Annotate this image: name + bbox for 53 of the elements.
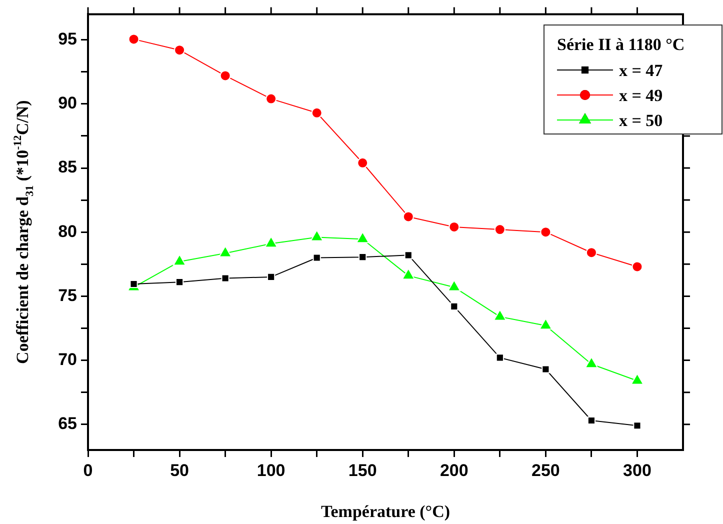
- point: [402, 268, 415, 280]
- point: [174, 44, 186, 56]
- point: [539, 318, 552, 330]
- point: [311, 107, 322, 118]
- x-tick-label: 100: [256, 460, 286, 480]
- point: [312, 254, 321, 262]
- y-tick-label: 75: [58, 286, 77, 305]
- point: [218, 246, 232, 258]
- point: [586, 247, 597, 258]
- x-tick-label: 200: [440, 460, 468, 480]
- point: [540, 226, 552, 238]
- point: [404, 251, 412, 260]
- legend-label: x = 50: [619, 111, 663, 130]
- point: [402, 211, 414, 222]
- x-tick-label: 150: [348, 460, 377, 480]
- point: [448, 221, 460, 232]
- point: [356, 232, 370, 244]
- x-tick-label: 300: [623, 460, 652, 480]
- point: [493, 309, 506, 321]
- point: [630, 373, 644, 385]
- point: [172, 254, 186, 266]
- point: [542, 365, 550, 374]
- legend-label: x = 49: [619, 86, 663, 105]
- point: [310, 230, 324, 242]
- y-tick-label: 95: [58, 30, 77, 49]
- legend-label: x = 47: [619, 61, 664, 80]
- x-tick-label: 50: [170, 460, 189, 480]
- y-axis-title: Coefficient de charge d31 (*10-12C/N): [12, 100, 36, 364]
- y-tick-label: 70: [58, 350, 77, 369]
- point: [220, 70, 231, 82]
- point: [450, 302, 458, 310]
- point: [584, 356, 598, 368]
- y-tick-label: 90: [58, 94, 77, 113]
- x-tick-label: 0: [83, 460, 93, 480]
- y-tick-label: 65: [58, 414, 77, 434]
- legend-title: Série II à 1180 °C: [557, 35, 685, 54]
- point: [176, 278, 184, 286]
- point: [128, 34, 140, 45]
- point: [358, 253, 367, 262]
- point: [267, 272, 276, 281]
- y-tick-label: 80: [58, 222, 77, 241]
- point: [357, 157, 368, 168]
- point: [448, 280, 461, 292]
- point: [494, 224, 506, 236]
- y-tick-label: 85: [58, 158, 77, 177]
- point: [264, 236, 278, 248]
- x-tick-label: 250: [532, 460, 560, 480]
- x-axis-title: Température (°C): [320, 502, 450, 521]
- point: [221, 274, 230, 282]
- point: [632, 261, 643, 272]
- point: [633, 422, 642, 430]
- point: [266, 93, 277, 104]
- point: [496, 354, 504, 362]
